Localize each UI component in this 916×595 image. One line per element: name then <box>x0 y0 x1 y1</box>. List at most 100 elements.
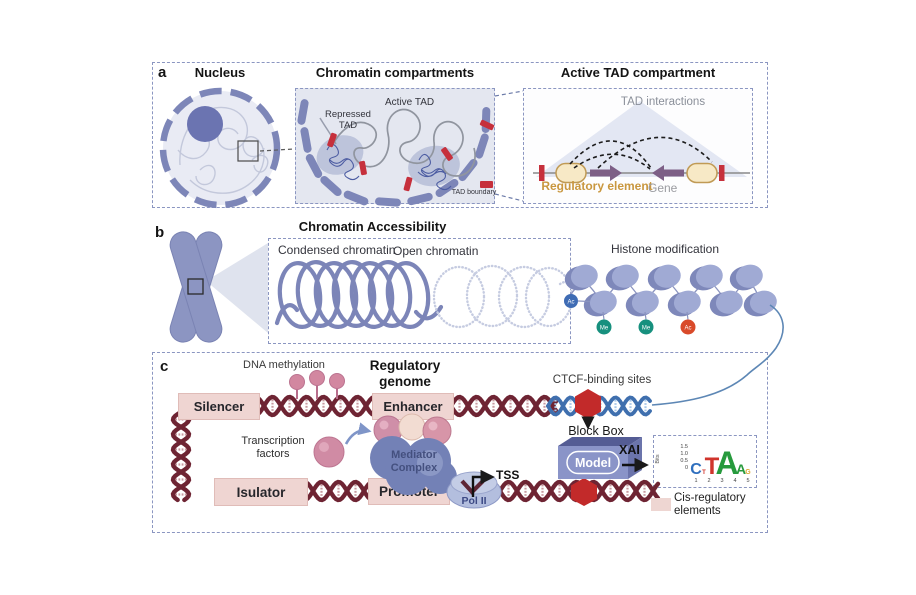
ctcf-binding-sites-label: CTCF-binding sites <box>552 374 652 386</box>
pol2-label: Pol II <box>461 495 487 507</box>
active-tad-label: Active TAD <box>385 97 435 108</box>
nucleus <box>159 87 295 209</box>
gene-label: Gene <box>648 181 678 195</box>
active-tad-title: Active TAD compartment <box>560 65 716 80</box>
histone-marks: Ac Me Me Ac <box>564 294 696 335</box>
tss-arrow <box>471 469 495 497</box>
dna-thread <box>651 304 784 406</box>
logo-letter: C <box>690 461 702 478</box>
regulatory-genome-title: Regulatory genome <box>369 358 441 389</box>
chromatin-compartments <box>297 90 524 207</box>
nucleolus <box>187 106 223 142</box>
isulator-box: Isulator <box>214 478 308 506</box>
ac-mark-blue <box>564 294 578 308</box>
panel-b-label: b <box>155 224 165 241</box>
repressed-chromatin-scribbles <box>326 143 452 191</box>
logo-ytick: 0 <box>685 465 688 471</box>
me-mark-1-label: Me <box>600 326 609 332</box>
histone-modification-label: Histone modification <box>610 242 720 256</box>
chromosome-zoom-square <box>187 278 204 295</box>
logo-letter: T <box>705 453 720 480</box>
logo-ytick: 1.5 <box>680 444 688 450</box>
logo-xtick: 3 <box>720 478 723 484</box>
logo-letter: A <box>715 445 738 481</box>
open-chromatin-label: Open chromatin <box>393 244 479 258</box>
tad-boundary-marks <box>327 119 495 192</box>
tss-label: TSS <box>496 468 520 482</box>
tad-boundary-left <box>539 165 545 181</box>
dna-methylation-marks <box>289 370 345 399</box>
ac-mark-red-label: Ac <box>684 326 691 332</box>
logo-letter: A <box>736 461 746 477</box>
transcription-factors-label: Transcription factors <box>241 435 305 460</box>
tad-boundary-label: TAD boundary <box>451 189 497 196</box>
model-label-outline <box>566 450 620 475</box>
xai-label: XAI <box>619 443 640 457</box>
logo-xtick: 2 <box>707 478 710 484</box>
nucleus-zoom-square <box>237 140 259 162</box>
logo-box <box>653 435 757 488</box>
isulator-label: Isulator <box>236 484 286 500</box>
logo-ytick: 1.0 <box>680 451 688 457</box>
me-mark-2-label: Me <box>642 326 651 332</box>
logo-ylabel: Bits <box>655 454 661 463</box>
condensed-chromatin-label: Condensed chromatin <box>278 243 396 257</box>
mediator-complex <box>370 436 457 495</box>
zoom-cone <box>206 243 268 333</box>
gene-arrow-left <box>652 165 684 181</box>
nuclear-envelope-ring <box>159 87 281 209</box>
model-box <box>558 437 642 479</box>
model-label: Model <box>574 456 612 470</box>
dna-methylation-label: DNA methylation <box>243 359 325 371</box>
regulatory-element-right <box>686 162 718 184</box>
tad-boundary-legend-swatch <box>480 181 493 188</box>
repressed-tad-label: Repressed TAD <box>325 109 371 131</box>
tad-zoom-connector-bottom <box>494 193 524 202</box>
gene-arrow-right <box>590 165 622 181</box>
ctcf-hexagon-bottom <box>571 478 597 506</box>
cis-regulatory-swatch <box>651 498 671 511</box>
bound-transcription-factors <box>373 413 452 446</box>
panel-a-box <box>152 62 768 208</box>
sequence-logo: Bits 1.5 1.0 0.5 0 C T T A A G 1 2 3 4 5 <box>655 444 751 484</box>
mediator-complex-label: Mediator Complex <box>390 449 438 474</box>
panel-c-label: c <box>160 358 169 375</box>
tad-boundary-right <box>719 165 725 181</box>
dna-helix-left-vertical <box>170 409 192 503</box>
active-tad-compartment <box>533 101 750 184</box>
zoom-connector-line <box>259 148 295 152</box>
logo-xtick: 5 <box>746 478 749 484</box>
me-mark-1 <box>596 319 612 335</box>
tad-interaction-arcs <box>569 136 713 170</box>
nucleus-title: Nucleus <box>194 65 246 80</box>
logo-letter: T <box>702 470 706 476</box>
tad-interaction-triangle <box>536 101 747 177</box>
panel-a-label: a <box>158 64 167 81</box>
transcription-factor <box>313 422 372 468</box>
me-mark-2 <box>638 319 654 335</box>
tad-interactions-label: TAD interactions <box>620 96 706 108</box>
chromosome <box>169 231 268 343</box>
regulatory-element-label: Regulatory element <box>541 179 653 193</box>
silencer-box: Silencer <box>178 393 260 420</box>
logo-ytick: 0.5 <box>680 458 688 464</box>
tad-zoom-connector-top <box>494 90 524 97</box>
ctcf-hexagon-top <box>575 389 601 419</box>
tf-binding-arrow <box>344 422 372 445</box>
histone-chain: Ac Me Me Ac <box>564 264 777 335</box>
ac-mark-blue-label: Ac <box>567 300 574 306</box>
enhancer-label: Enhancer <box>383 399 443 414</box>
logo-xtick: 1 <box>694 478 697 484</box>
nucleosomes <box>564 264 777 317</box>
logo-xtick: 4 <box>733 478 736 484</box>
silencer-label: Silencer <box>193 399 245 414</box>
block-box-label: Block Box <box>568 424 624 438</box>
cis-regulatory-legend-label: Cis-regulatory elements <box>674 492 746 518</box>
compartments-title: Chromatin compartments <box>315 65 475 80</box>
logo-letter: G <box>745 469 751 476</box>
condensed-chromatin-coil <box>274 260 444 329</box>
panel-c-box <box>152 352 768 533</box>
accessibility-title: Chromatin Accessibility <box>298 219 447 234</box>
